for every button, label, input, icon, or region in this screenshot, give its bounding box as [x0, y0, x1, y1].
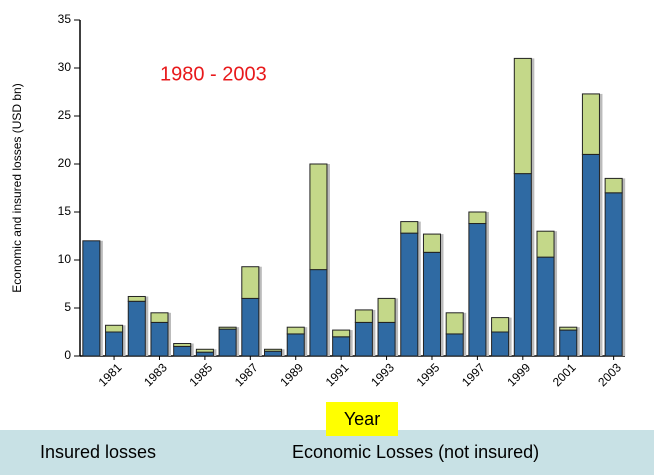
x-tick-label: 1991	[323, 360, 352, 389]
bar-segment	[286, 333, 305, 357]
bar-segment	[468, 211, 487, 225]
legend-label: Economic Losses (not insured)	[292, 442, 539, 462]
bar-segment	[400, 221, 419, 234]
bar-segment	[332, 329, 351, 338]
bar-segment	[241, 297, 260, 357]
bar-segment	[400, 232, 419, 357]
legend-band	[0, 430, 654, 475]
y-tick-label: 35	[58, 12, 72, 26]
y-tick-label: 25	[58, 108, 72, 122]
y-tick-label: 5	[64, 300, 71, 314]
bar-segment	[218, 328, 237, 357]
bar-segment	[218, 326, 237, 330]
bar-segment	[377, 297, 396, 323]
bar-segment	[241, 266, 260, 299]
bar-segment	[150, 321, 169, 357]
bar-segment	[513, 173, 532, 357]
y-tick-label: 20	[58, 156, 72, 170]
x-tick-label: 2003	[595, 360, 624, 389]
x-label-highlight	[326, 402, 398, 436]
bar-segment	[264, 350, 283, 357]
bar-segment	[264, 348, 283, 352]
x-tick-label: 1989	[277, 360, 306, 389]
bar-segment	[309, 163, 328, 271]
x-axis-label: Year	[344, 409, 380, 429]
bar-segment	[309, 269, 328, 357]
bar-segment	[604, 177, 623, 194]
x-tick-label: 1985	[186, 360, 215, 389]
x-tick-label: 1987	[232, 360, 261, 389]
bar-segment	[491, 317, 510, 333]
x-tick-label: 1995	[414, 360, 443, 389]
bar-segment	[422, 251, 441, 357]
bar-segment	[195, 348, 214, 353]
bar-segment	[286, 326, 305, 335]
bar-segment	[105, 331, 124, 357]
bar-segment	[445, 333, 464, 357]
bar-segment	[422, 233, 441, 253]
bar-segment	[127, 295, 146, 302]
x-tick-label: 1981	[96, 360, 125, 389]
annotation: 1980 - 2003	[160, 63, 267, 85]
bar-segment	[536, 230, 555, 258]
y-tick-label: 30	[58, 60, 72, 74]
bar-segment	[354, 321, 373, 357]
bar-segment	[332, 336, 351, 357]
bar-segment	[82, 240, 101, 357]
bar-segment	[173, 343, 192, 347]
bar-segment	[491, 331, 510, 357]
x-tick-label: 2001	[550, 360, 579, 389]
y-tick-label: 15	[58, 204, 72, 218]
bar-segment	[468, 223, 487, 357]
x-tick-label: 1993	[368, 360, 397, 389]
y-tick-label: 0	[64, 348, 71, 362]
x-tick-label: 1983	[141, 360, 170, 389]
bar-segment	[195, 351, 214, 357]
bar-segment	[581, 153, 600, 357]
bar-segment	[559, 329, 578, 357]
y-axis-label: Economic and insured losses (USD bn)	[10, 83, 24, 292]
bar-segment	[105, 324, 124, 333]
x-tick-label: 1997	[459, 360, 488, 389]
bar-segment	[150, 312, 169, 323]
legend-label: Insured losses	[40, 442, 156, 462]
bar-segment	[354, 309, 373, 323]
bar-segment	[445, 312, 464, 335]
bar-segment	[559, 326, 578, 331]
bar-segment	[513, 57, 532, 175]
bar-segment	[604, 192, 623, 357]
y-tick-label: 10	[58, 252, 72, 266]
x-tick-label: 1999	[504, 360, 533, 389]
bar-segment	[581, 93, 600, 155]
bar-segment	[377, 321, 396, 357]
bar-segment	[536, 256, 555, 357]
bar-segment	[173, 345, 192, 357]
bar-segment	[127, 300, 146, 357]
